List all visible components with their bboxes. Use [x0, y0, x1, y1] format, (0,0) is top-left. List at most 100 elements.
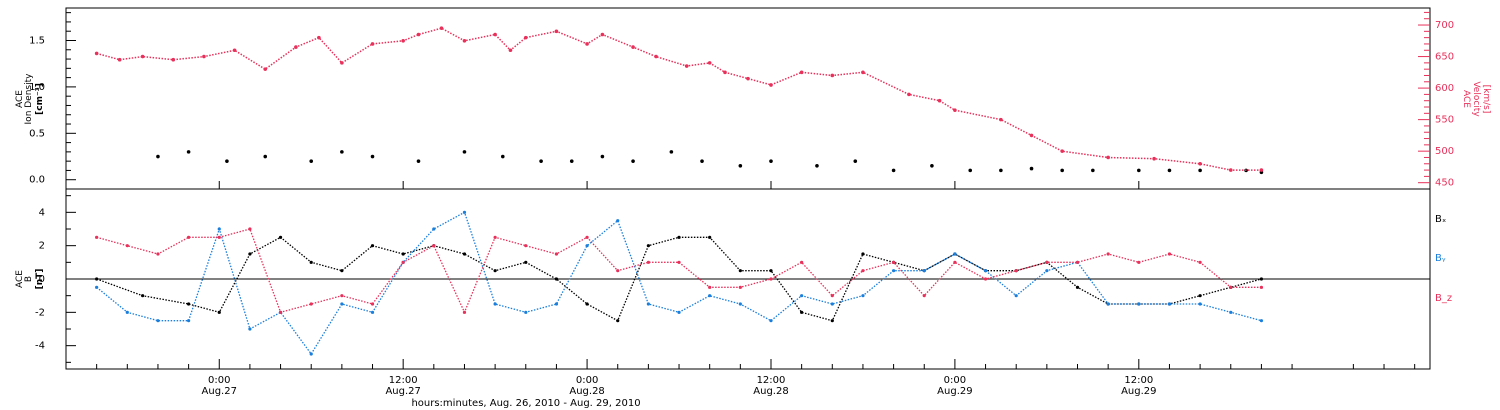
density-point-7: [416, 159, 421, 163]
density-point-29: [1198, 168, 1202, 173]
by-point-2: [156, 319, 160, 323]
density-point-2: [225, 159, 229, 163]
density-velocity-marks: [94, 26, 1264, 175]
bx-point-17: [646, 244, 650, 248]
density-point-24: [1029, 166, 1034, 171]
by-point-4: [217, 227, 221, 231]
velocity-point-22: [654, 54, 658, 59]
velocity-point-17: [523, 35, 528, 40]
bx-trace: [96, 236, 1262, 322]
velocity-point-32: [937, 98, 942, 103]
bz-point-10: [401, 260, 405, 264]
by-point-15: [554, 302, 559, 306]
velocity-point-23: [684, 64, 689, 68]
bz-point-18: [646, 260, 650, 264]
bz-point-35: [1167, 252, 1172, 256]
bz-point-0: [95, 235, 99, 239]
density-point-4: [309, 159, 314, 163]
bz-point-5: [248, 227, 252, 231]
velocity-point-39: [1198, 161, 1202, 166]
x-tick-time-4: 0:00: [944, 375, 966, 386]
magnetic-field-marks: [95, 210, 1264, 356]
bx-point-15: [585, 302, 589, 306]
bz-point-11: [432, 244, 436, 248]
bx-point-31: [1075, 285, 1080, 289]
density-point-21: [930, 163, 934, 168]
bx-point-1: [141, 294, 145, 298]
density-tick-label-3: 1.5: [29, 35, 45, 46]
velocity-point-33: [953, 108, 957, 112]
bz-point-28: [953, 260, 957, 264]
velocity-point-30: [861, 70, 865, 75]
by-point-22: [769, 319, 773, 323]
by-point-5: [248, 327, 252, 331]
by-point-12: [462, 210, 467, 214]
legend-bx: Bₓ: [1435, 214, 1446, 225]
density-point-8: [462, 150, 467, 154]
velocity-point-38: [1152, 156, 1156, 161]
by-point-1: [125, 310, 129, 314]
by-point-13: [493, 302, 497, 306]
density-point-9: [500, 154, 505, 159]
bfield-ylabel-line2: B: [24, 276, 34, 282]
density-ylabel-line2: Ion Density: [24, 73, 34, 125]
density-point-5: [340, 150, 344, 154]
bz-point-24: [830, 294, 834, 298]
bz-point-33: [1106, 252, 1110, 256]
density-tick-label-2: 1.0: [29, 82, 45, 93]
bx-point-24: [861, 252, 865, 256]
by-point-34: [1137, 302, 1141, 306]
velocity-tick-label-2: 550: [1435, 115, 1454, 126]
velocity-point-15: [493, 32, 497, 37]
bz-point-7: [309, 302, 313, 306]
bx-point-20: [738, 269, 742, 273]
bfield-tick-label-0: -4: [35, 341, 45, 352]
by-point-26: [891, 269, 896, 273]
density-point-16: [738, 163, 743, 168]
density-point-28: [1167, 168, 1172, 173]
bz-point-9: [370, 302, 375, 306]
velocity-point-24: [707, 61, 712, 65]
bz-point-15: [554, 252, 559, 256]
bz-point-2: [156, 252, 160, 256]
bz-point-26: [891, 260, 896, 264]
by-point-23: [800, 294, 804, 298]
bx-point-11: [462, 252, 467, 256]
bz-point-23: [800, 260, 804, 264]
bx-point-0: [95, 277, 99, 281]
density-point-3: [263, 154, 268, 159]
density-velocity-panel-frame: [65, 7, 1431, 190]
bz-point-14: [524, 244, 528, 248]
velocity-tick-label-0: 450: [1435, 178, 1454, 189]
density-point-22: [968, 168, 973, 173]
density-point-0: [156, 154, 160, 159]
by-point-38: [1259, 319, 1264, 323]
density-point-11: [569, 159, 574, 163]
bz-point-27: [922, 294, 926, 298]
velocity-ylabel-line1: ACE: [1461, 90, 1471, 108]
bx-point-12: [493, 269, 497, 273]
velocity-trace: [96, 27, 1262, 171]
bx-point-6: [309, 260, 313, 264]
bz-point-13: [493, 235, 497, 239]
bz-point-31: [1045, 260, 1049, 264]
velocity-point-27: [769, 83, 773, 87]
magnetic-field-axes: -4 -2 0 2 4: [35, 195, 1430, 363]
x-tick-time-3: 12:00: [757, 375, 786, 386]
bx-point-13: [524, 260, 528, 264]
bx-point-2: [187, 302, 191, 306]
by-point-20: [708, 294, 712, 298]
velocity-point-13: [439, 26, 444, 30]
by-point-31: [1045, 269, 1049, 273]
density-point-14: [669, 150, 674, 154]
velocity-point-10: [370, 42, 375, 46]
velocity-point-0: [94, 51, 99, 56]
bz-point-32: [1075, 260, 1080, 264]
by-point-29: [983, 269, 988, 273]
legend-by: Bᵧ: [1435, 253, 1446, 264]
density-point-6: [370, 154, 375, 159]
velocity-point-1: [117, 57, 122, 62]
velocity-point-37: [1106, 155, 1110, 160]
by-point-19: [677, 310, 681, 314]
bz-point-6: [278, 310, 283, 314]
